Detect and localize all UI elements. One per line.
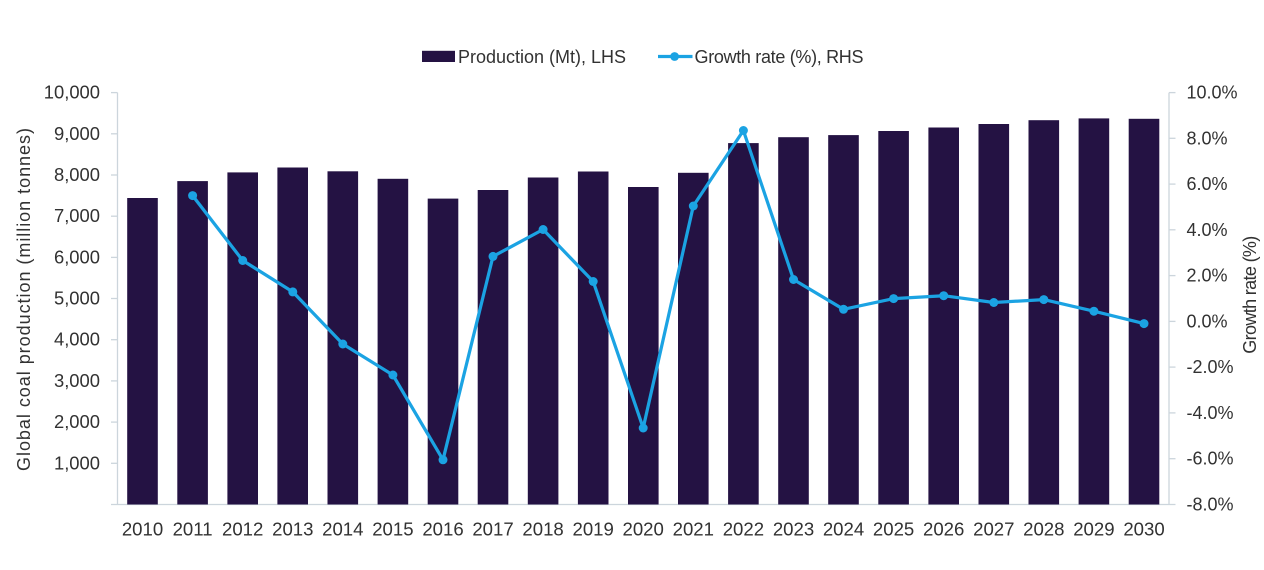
svg-text:7,000: 7,000 <box>54 205 100 226</box>
svg-text:2015: 2015 <box>372 519 413 540</box>
svg-text:-4.0%: -4.0% <box>1187 403 1234 423</box>
svg-text:2011: 2011 <box>173 519 213 540</box>
svg-text:1,000: 1,000 <box>54 452 100 473</box>
svg-text:2,000: 2,000 <box>54 411 100 432</box>
svg-text:4,000: 4,000 <box>54 329 100 350</box>
svg-text:2016: 2016 <box>422 519 463 540</box>
svg-text:2026: 2026 <box>923 519 964 540</box>
svg-text:2010: 2010 <box>122 519 163 540</box>
svg-text:Growth rate (%): Growth rate (%) <box>1240 236 1260 354</box>
svg-text:5,000: 5,000 <box>54 288 100 309</box>
svg-text:Global coal production (millio: Global coal production (million tonnes) <box>14 128 34 471</box>
svg-text:Production (Mt), LHS: Production (Mt), LHS <box>458 47 626 67</box>
svg-text:0.0%: 0.0% <box>1187 311 1228 331</box>
svg-text:2027: 2027 <box>973 519 1014 540</box>
svg-text:2018: 2018 <box>522 519 563 540</box>
svg-text:Growth rate (%), RHS: Growth rate (%), RHS <box>695 47 864 67</box>
svg-text:-2.0%: -2.0% <box>1187 357 1234 377</box>
svg-text:2021: 2021 <box>673 519 714 540</box>
svg-text:2023: 2023 <box>773 519 814 540</box>
svg-text:2020: 2020 <box>623 519 664 540</box>
svg-text:2029: 2029 <box>1073 519 1114 540</box>
svg-text:10,000: 10,000 <box>44 82 100 103</box>
svg-text:-6.0%: -6.0% <box>1187 449 1234 469</box>
svg-text:10.0%: 10.0% <box>1187 83 1238 103</box>
svg-text:8,000: 8,000 <box>54 164 100 185</box>
svg-text:2024: 2024 <box>823 519 864 540</box>
svg-text:-8.0%: -8.0% <box>1187 495 1234 515</box>
svg-text:6,000: 6,000 <box>54 246 100 267</box>
svg-text:2012: 2012 <box>222 519 263 540</box>
svg-text:3,000: 3,000 <box>54 370 100 391</box>
svg-text:2.0%: 2.0% <box>1187 266 1228 286</box>
svg-text:8.0%: 8.0% <box>1187 128 1228 148</box>
svg-text:2028: 2028 <box>1023 519 1064 540</box>
svg-text:2025: 2025 <box>873 519 914 540</box>
svg-text:2014: 2014 <box>322 519 363 540</box>
svg-text:2019: 2019 <box>573 519 614 540</box>
svg-text:2013: 2013 <box>272 519 313 540</box>
svg-text:2022: 2022 <box>723 519 764 540</box>
svg-text:4.0%: 4.0% <box>1187 220 1228 240</box>
svg-text:2030: 2030 <box>1123 519 1164 540</box>
svg-text:9,000: 9,000 <box>54 123 100 144</box>
svg-text:2017: 2017 <box>472 519 513 540</box>
svg-text:6.0%: 6.0% <box>1187 174 1228 194</box>
